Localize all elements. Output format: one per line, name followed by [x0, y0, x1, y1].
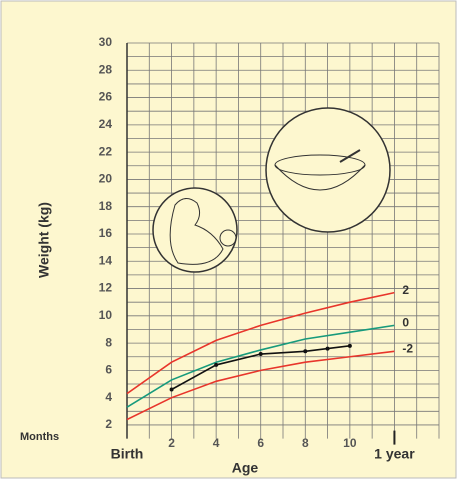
y-tick-label: 4: [105, 390, 112, 404]
y-axis-label: Weight (kg): [36, 202, 52, 278]
y-tick-label: 16: [99, 226, 113, 240]
series-label: 2: [402, 283, 409, 297]
point: [214, 363, 218, 367]
y-tick-label: 30: [99, 35, 113, 49]
x-tick-label: 1 year: [374, 446, 415, 462]
x-tick-label: Birth: [111, 446, 144, 462]
y-tick-label: 22: [99, 144, 113, 158]
y-tick-label: 24: [99, 117, 113, 131]
point: [303, 349, 307, 353]
y-tick-label: 26: [99, 90, 113, 104]
illustration-bowl: [266, 108, 390, 232]
y-tick-label: 2: [105, 417, 112, 431]
y-tick-label: 20: [99, 172, 113, 186]
x-row-label: Months: [20, 431, 59, 443]
x-tick-label: 2: [168, 436, 175, 450]
y-tick-label: 8: [105, 335, 112, 349]
series-label: 0: [402, 316, 409, 330]
point: [170, 387, 174, 391]
series-label: -2: [402, 341, 413, 355]
x-tick-label: 4: [213, 436, 220, 450]
x-axis-label: Age: [232, 460, 259, 476]
y-tick-label: 14: [99, 253, 113, 267]
illustration-mother: [153, 188, 237, 272]
chart: Weight (kg) Months Age 24681012141618202…: [0, 0, 457, 479]
y-tick-label: 6: [105, 363, 112, 377]
y-tick-label: 28: [99, 62, 113, 76]
point: [348, 344, 352, 348]
y-tick-label: 18: [99, 199, 113, 213]
y-tick-label: 12: [99, 281, 113, 295]
x-tick-label: 8: [302, 436, 309, 450]
point: [326, 347, 330, 351]
x-tick-label: 10: [343, 436, 357, 450]
point: [259, 352, 263, 356]
x-tick-label: 6: [257, 436, 264, 450]
y-tick-label: 10: [99, 308, 113, 322]
